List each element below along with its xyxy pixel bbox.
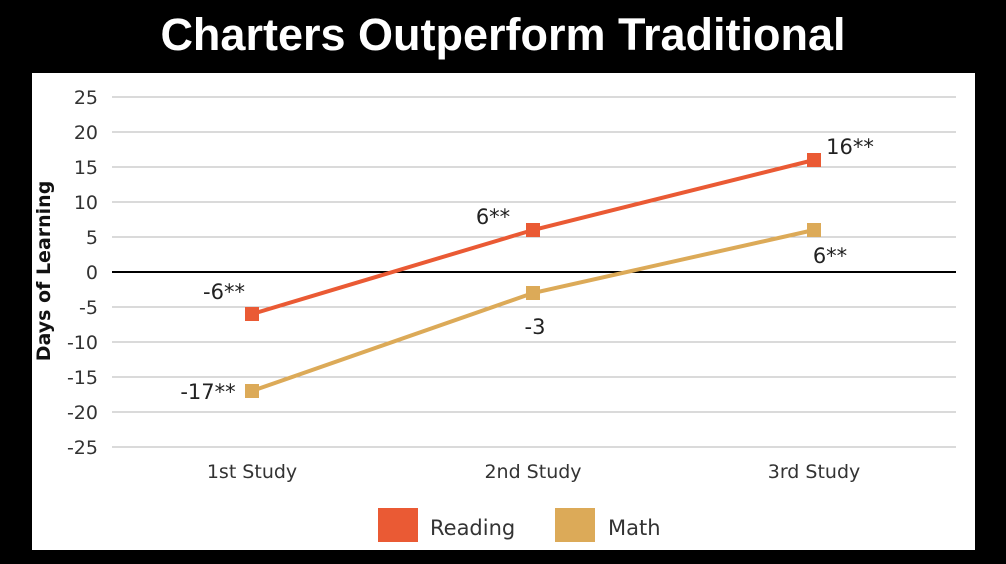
y-tick-label: -10 [67,332,98,354]
point-reading [807,153,821,167]
y-tick-label: 0 [86,262,98,284]
y-tick-label: -5 [79,297,98,319]
y-tick-label: -20 [67,402,98,424]
point-reading [245,307,259,321]
gridlines [112,96,956,448]
point-reading [526,223,540,237]
y-tick-label: 5 [86,227,98,249]
y-axis-label: Days of Learning [33,181,55,362]
x-tick-label: 1st Study [207,461,297,483]
y-tick-labels: 25 20 15 10 5 0 -5 -10 -15 -20 -25 [67,87,98,459]
y-tick-label: -25 [67,437,98,459]
series-lines [251,158,815,393]
chart-title: Charters Outperform Traditional [160,9,846,60]
point-math [526,286,540,300]
data-label: 6** [476,205,510,229]
data-label: 16** [826,135,874,159]
legend-swatch-math [555,508,595,542]
data-label: -17** [180,380,235,404]
x-tick-label: 3rd Study [768,461,861,483]
y-tick-label: 10 [74,192,98,214]
chart-panel [32,73,975,550]
line-math [251,228,815,393]
data-label: -3 [525,315,546,339]
data-label: 6** [813,244,847,268]
legend-label-math: Math [608,516,661,540]
series-points [245,153,821,398]
x-tick-label: 2nd Study [484,461,581,483]
point-math [245,384,259,398]
y-tick-label: 25 [74,87,98,109]
point-math [807,223,821,237]
data-label: -6** [203,280,245,304]
legend-label-reading: Reading [430,516,515,540]
x-tick-labels: 1st Study 2nd Study 3rd Study [207,461,860,483]
y-tick-label: -15 [67,367,98,389]
data-labels: -6** 6** 16** -17** -3 6** [180,135,874,404]
legend: Reading Math [378,508,661,542]
y-tick-label: 20 [74,122,98,144]
legend-swatch-reading [378,508,418,542]
y-tick-label: 15 [74,157,98,179]
